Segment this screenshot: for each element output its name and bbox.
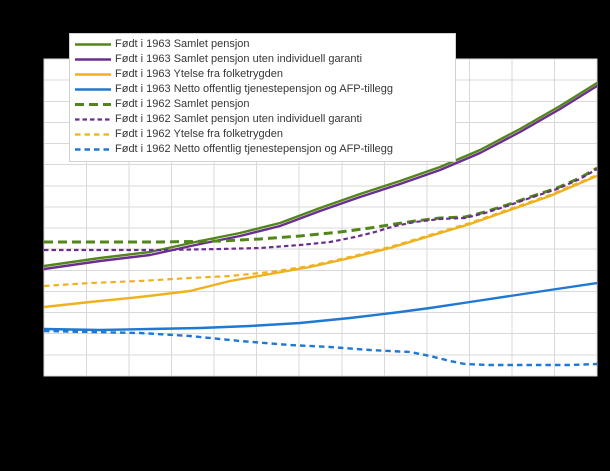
- legend-label: Født i 1962 Ytelse fra folketrygden: [115, 128, 283, 140]
- legend-label: Født i 1962 Samlet pensjon: [115, 98, 250, 110]
- legend-line-swatch-icon: [75, 133, 111, 136]
- legend-item: Født i 1963 Netto offentlig tjenestepens…: [74, 82, 451, 97]
- legend-line-swatch-icon: [75, 88, 111, 91]
- legend-label: Født i 1962 Samlet pensjon uten individu…: [115, 113, 363, 125]
- legend-item: Født i 1962 Netto offentlig tjenestepens…: [74, 142, 451, 157]
- legend-line-swatch-icon: [75, 43, 111, 46]
- series-line-born1962_netto: [44, 329, 597, 367]
- legend-line-swatch-icon: [75, 118, 111, 121]
- legend-line-swatch-icon: [75, 103, 111, 106]
- legend-item: Født i 1963 Samlet pensjon uten individu…: [74, 52, 451, 67]
- legend-label: Født i 1963 Samlet pensjon uten individu…: [115, 53, 363, 65]
- legend-label: Født i 1962 Netto offentlig tjenestepens…: [115, 143, 394, 155]
- series-line-born1963_uten_garanti: [44, 84, 597, 271]
- legend-label: Født i 1963 Netto offentlig tjenestepens…: [115, 83, 394, 95]
- legend-line-swatch-icon: [75, 73, 111, 76]
- legend-item: Født i 1962 Samlet pensjon: [74, 97, 451, 112]
- series-line-born1963_netto: [44, 281, 597, 332]
- legend-item: Født i 1962 Samlet pensjon uten individu…: [74, 112, 451, 127]
- legend-label: Født i 1963 Samlet pensjon: [115, 38, 250, 50]
- legend-item: Født i 1963 Samlet pensjon: [74, 37, 451, 52]
- legend-line-swatch-icon: [75, 58, 111, 61]
- legend-line-swatch-icon: [75, 148, 111, 151]
- series-line-born1962_folketrygd: [44, 173, 597, 288]
- legend-label: Født i 1963 Ytelse fra folketrygden: [115, 68, 283, 80]
- legend-item: Født i 1962 Ytelse fra folketrygden: [74, 127, 451, 142]
- series-line-born1962_uten_garanti: [44, 168, 597, 252]
- legend-item: Født i 1963 Ytelse fra folketrygden: [74, 67, 451, 82]
- chart-legend: Født i 1963 Samlet pensjon Født i 1963 Sa…: [69, 33, 456, 162]
